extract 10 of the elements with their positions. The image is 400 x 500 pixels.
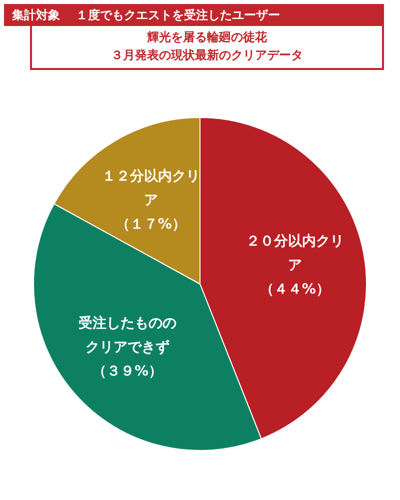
text: 輝光を屠る輪廻の徒花 — [146, 29, 268, 46]
chart-title: 集計対象 — [11, 6, 61, 24]
slice-label: １２分以内クリア — [102, 168, 200, 209]
data-label: （４４%） — [260, 282, 330, 298]
data-label: （１７%） — [116, 216, 186, 233]
text: ３月発表の現状最新のクリアデータ — [110, 47, 304, 64]
chart-subtitle: １度でもクエストを受注したユーザー — [75, 6, 280, 24]
slice-label: 受注したもののクリアできず — [78, 314, 177, 356]
data-label: （３９%） — [92, 364, 163, 380]
slice-label: ２０分以内クリア — [246, 234, 344, 274]
